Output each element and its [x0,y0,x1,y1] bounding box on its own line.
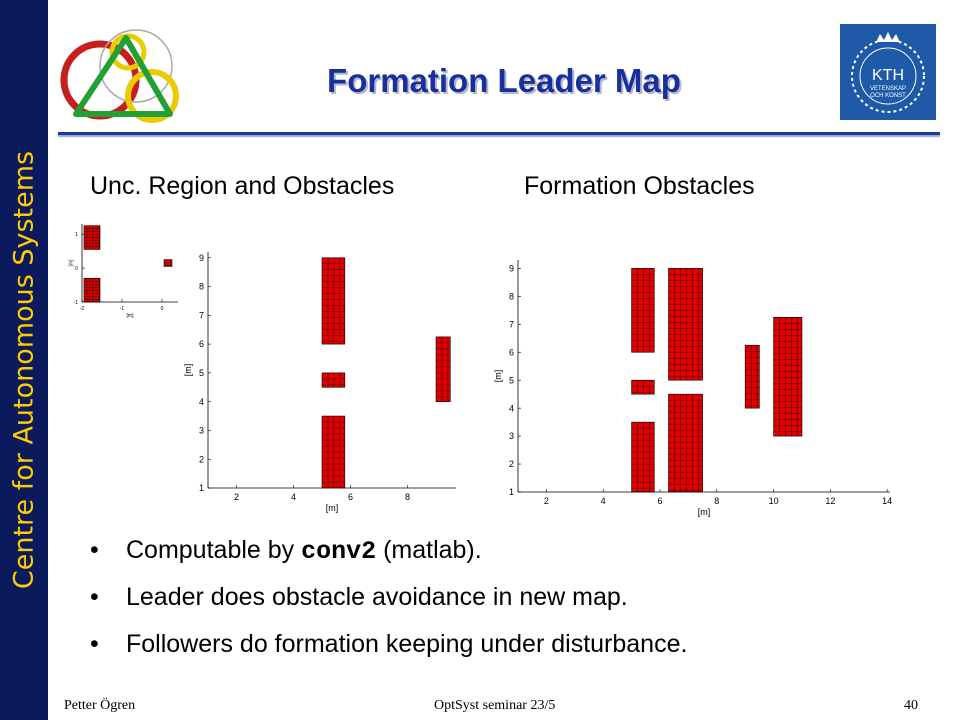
title-divider [58,132,940,135]
obstacle-fill [631,421,655,493]
bullet-list: • Computable by conv2 (matlab). • Leader… [86,536,946,677]
footer-page: 40 [904,698,918,713]
obstacle-fill [163,259,173,267]
y-tick-label: 4 [199,397,204,407]
y-tick-label: 5 [509,375,514,385]
obstacle-fill [744,344,760,409]
bullet-3-text: Followers do formation keeping under dis… [126,630,688,658]
obstacle-rect [163,259,173,267]
footer-author: Petter Ögren [64,698,136,713]
bullet-item: • Computable by conv2 (matlab). [86,536,946,566]
sidebar: Centre for Autonomous Systems [0,0,48,720]
y-axis-label: [m] [493,370,503,383]
x-axis-label: [m] [127,313,135,319]
y-tick-label: 1 [199,483,204,493]
y-tick-label: 6 [199,339,204,349]
x-axis-label: [m] [698,507,711,517]
obstacle-rect [631,379,655,395]
x-tick-label: 6 [348,492,353,502]
chart-obstacles: 2 4 6 8 1 2 3 4 5 6 7 8 9 [m] [m] [183,252,456,513]
y-tick-label: 3 [199,426,204,436]
x-tick-label: 12 [825,496,835,506]
x-tick-label: 14 [882,496,892,506]
obstacle-rect [668,393,703,493]
kth-logo: KTH VETENSKAP OCH KONST [840,24,936,120]
y-tick-label: 8 [509,291,514,301]
obstacle-rect [83,277,101,303]
y-axis-label: [m] [69,259,75,267]
obstacle-fill [668,268,703,381]
y-tick-label: 2 [509,459,514,469]
bullet-dot: • [90,583,99,611]
x-tick-label: 10 [769,496,779,506]
bullet-dot: • [90,536,99,564]
footer-venue: OptSyst seminar 23/5 [434,698,556,713]
y-tick-label: 9 [199,253,204,263]
y-tick-label: 4 [509,403,514,413]
y-tick-label: -1 [74,300,79,306]
x-tick-label: 4 [291,492,296,502]
obstacle-rect [435,336,451,402]
bullet-item: • Followers do formation keeping under d… [86,630,946,659]
y-tick-label: 6 [509,347,514,357]
slide-title: Formation Leader Map [327,62,681,99]
obstacle-rect [773,317,803,437]
obstacle-fill [631,379,655,395]
chart-uncertainty-region: -2 -1 0-101[m][m] [69,224,178,319]
x-tick-label: 6 [657,496,662,506]
obstacle-rect [744,344,760,409]
kth-crest-icon: KTH VETENSKAP OCH KONST [851,32,925,113]
kth-logo-subtext-1: VETENSKAP [870,86,906,92]
y-tick-label: 0 [75,266,78,272]
sidebar-text: Centre for Autonomous Systems [8,150,40,590]
obstacle-fill [435,336,451,402]
x-tick-label: 2 [234,492,239,502]
kth-logo-subtext-2: OCH KONST [870,93,906,99]
kth-logo-text: KTH [872,67,904,84]
y-tick-label: 9 [509,264,514,274]
x-tick-label: 4 [601,496,606,506]
bullet-1-before: Computable by [126,536,302,564]
obstacle-fill [668,393,703,493]
x-axis-label: [m] [326,503,339,513]
obstacle-rect [321,372,346,388]
bullet-item: • Leader does obstacle avoidance in new … [86,583,946,612]
bullet-dot: • [90,630,99,658]
obstacle-rect [321,257,346,345]
y-tick-label: 1 [75,232,78,238]
y-tick-label: 8 [199,282,204,292]
obstacle-rect [321,415,346,489]
obstacle-rect [668,268,703,381]
x-tick-label: 8 [714,496,719,506]
x-tick-label: -1 [120,306,125,312]
x-tick-label: -2 [80,306,85,312]
y-tick-label: 7 [199,310,204,320]
y-tick-label: 2 [199,454,204,464]
subtitle-left: Unc. Region and Obstacles [90,172,395,200]
subtitle-right: Formation Obstacles [524,172,755,200]
y-tick-label: 5 [199,368,204,378]
obstacle-fill [321,372,346,388]
obstacle-fill [773,317,803,437]
x-tick-label: 0 [161,306,164,312]
y-tick-label: 1 [509,487,514,497]
obstacle-rect [631,268,655,353]
y-tick-label: 3 [509,431,514,441]
y-axis-label: [m] [183,364,193,377]
y-tick-label: 7 [509,319,514,329]
obstacle-fill [321,257,346,345]
bullet-1-after: (matlab). [376,536,482,564]
x-tick-label: 2 [544,496,549,506]
obstacle-rect [83,225,101,250]
x-tick-label: 8 [405,492,410,502]
obstacle-rect [631,421,655,493]
cas-logo-icon [60,29,179,123]
bullet-2-text: Leader does obstacle avoidance in new ma… [126,583,628,611]
bullet-1-code: conv2 [301,537,377,566]
